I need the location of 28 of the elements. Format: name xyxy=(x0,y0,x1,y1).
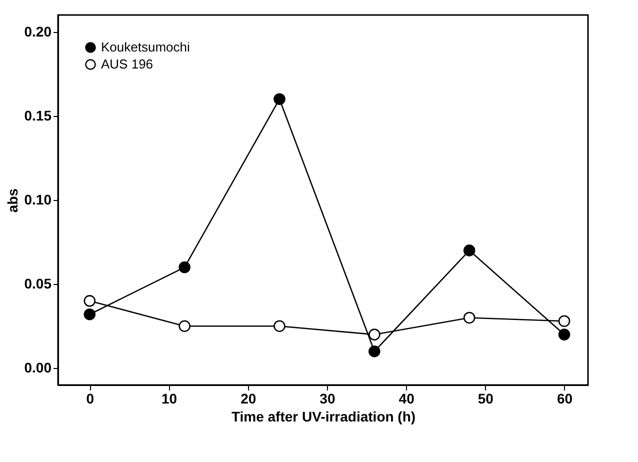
y-tick-label: 0.15 xyxy=(24,107,52,124)
x-tick-label: 20 xyxy=(240,390,256,406)
y-axis-title: abs xyxy=(4,188,20,213)
point xyxy=(368,345,380,358)
point xyxy=(84,295,96,307)
legend-label: Kouketsumochi xyxy=(101,40,190,54)
x-tick-label: 0 xyxy=(86,390,94,406)
point xyxy=(558,328,570,340)
point xyxy=(274,320,286,332)
point xyxy=(463,312,476,324)
point xyxy=(368,328,380,340)
x-tick-label: 60 xyxy=(556,390,573,406)
y-tick-label: 0.05 xyxy=(24,276,52,292)
legend-label: AUS 196 xyxy=(101,56,154,72)
x-tick-label: 10 xyxy=(161,390,178,406)
point xyxy=(178,261,190,274)
y-tick-label: 0.20 xyxy=(24,23,52,40)
y-tick-label: 0.00 xyxy=(24,360,52,376)
y-tick-label: 0.10 xyxy=(24,192,52,208)
x-tick-label: 50 xyxy=(478,390,494,406)
point xyxy=(558,315,570,327)
x-tick-label: 30 xyxy=(320,390,336,406)
point xyxy=(274,93,286,105)
point xyxy=(178,320,190,332)
x-tick-label: 40 xyxy=(398,390,415,406)
point xyxy=(463,244,476,256)
x-axis-title: Time after UV-irradiation (h) xyxy=(231,408,416,424)
point xyxy=(84,308,96,320)
